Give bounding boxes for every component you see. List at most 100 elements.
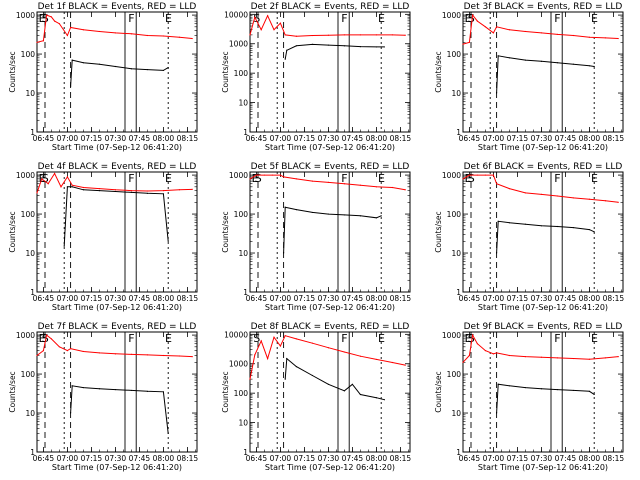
- data-point-lld: [496, 26, 498, 28]
- data-point-lld: [492, 32, 494, 34]
- x-tick-label: 07:15: [294, 454, 316, 463]
- event-marker-label: F: [554, 332, 560, 345]
- data-point-lld: [279, 345, 281, 347]
- x-tick-label: 07:45: [129, 294, 151, 303]
- data-point-lld: [82, 186, 84, 189]
- data-point-lld: [540, 193, 543, 195]
- event-marker-label: S: [255, 172, 262, 185]
- x-tick-label: 08:15: [390, 454, 412, 463]
- data-point-lld: [36, 354, 38, 357]
- data-point-events: [508, 222, 510, 224]
- data-point-lld: [375, 34, 377, 36]
- data-point-events: [540, 60, 543, 62]
- data-point-lld: [572, 197, 575, 199]
- data-point-lld: [492, 353, 494, 355]
- data-point-lld: [524, 356, 527, 358]
- x-tick-label: 07:15: [81, 294, 103, 303]
- data-point-events: [82, 386, 84, 389]
- y-tick-label: 10: [451, 409, 461, 418]
- data-point-events: [540, 225, 543, 227]
- x-tick-label: 06:45: [459, 454, 481, 463]
- event-marker-label: E: [165, 12, 172, 25]
- chart-panel-7: Det 7f BLACK = Events, RED = LLD 1 10 100 10…: [8, 322, 198, 472]
- data-point-lld: [359, 34, 361, 36]
- data-point-lld: [508, 354, 510, 357]
- series-line-events: [496, 55, 595, 94]
- y-tick-label: 100: [21, 210, 36, 219]
- data-point-events: [496, 92, 498, 94]
- data-point-lld: [82, 29, 84, 31]
- x-tick-label: 06:45: [33, 134, 55, 143]
- data-point-lld: [343, 351, 345, 353]
- y-tick-label: 1: [456, 128, 461, 137]
- data-point-lld: [472, 334, 474, 336]
- data-point-lld: [391, 361, 393, 364]
- data-point-lld: [146, 34, 148, 37]
- data-point-lld: [98, 30, 100, 33]
- x-tick-label: 08:15: [390, 134, 412, 143]
- data-point-lld: [273, 336, 275, 338]
- data-point-events: [524, 386, 527, 389]
- chart-title: Det 6f BLACK = Events, RED = LLD: [464, 162, 623, 172]
- data-point-lld: [556, 33, 559, 35]
- y-axis-label: Counts/sec: [221, 211, 230, 252]
- chart-title: Det 2f BLACK = Events, RED = LLD: [251, 2, 410, 12]
- y-tick-label: 1000: [16, 171, 35, 180]
- event-marker-label: S: [468, 172, 475, 185]
- data-point-lld: [130, 189, 132, 192]
- data-point-events: [359, 45, 361, 48]
- x-tick-label: 08:15: [603, 134, 625, 143]
- data-point-lld: [191, 37, 193, 40]
- data-point-events: [114, 388, 116, 391]
- data-point-lld: [540, 356, 543, 358]
- data-point-events: [295, 209, 297, 211]
- x-tick-label: 07:45: [555, 454, 577, 463]
- data-point-lld: [472, 14, 474, 16]
- data-point-lld: [617, 37, 619, 40]
- data-point-lld: [267, 357, 269, 360]
- series-line-events: [70, 59, 169, 87]
- data-point-lld: [50, 338, 53, 340]
- event-marker-label: E: [39, 332, 46, 345]
- x-tick-label: 07:15: [507, 294, 529, 303]
- data-point-events: [82, 62, 84, 64]
- data-point-lld: [617, 356, 619, 358]
- data-point-lld: [484, 26, 486, 28]
- data-point-events: [283, 252, 285, 254]
- y-tick-label: 100: [447, 370, 462, 379]
- x-tick-label: 08:00: [153, 454, 175, 463]
- data-point-lld: [254, 16, 256, 18]
- y-tick-label: 100: [234, 389, 249, 398]
- data-point-events: [295, 365, 297, 368]
- event-marker-label: F: [128, 332, 134, 345]
- data-point-events: [71, 59, 73, 61]
- x-tick-label: 08:00: [366, 134, 388, 143]
- data-point-lld: [327, 181, 329, 183]
- data-point-events: [572, 389, 575, 392]
- data-point-events: [71, 385, 73, 387]
- chart-panel-2: Det 2f BLACK = Events, RED = LLD 1 10 100 10…: [221, 2, 411, 152]
- data-point-lld: [54, 20, 56, 22]
- chart-title: Det 3f BLACK = Events, RED = LLD: [464, 2, 623, 12]
- data-point-lld: [284, 34, 286, 36]
- x-tick-label: 07:45: [342, 294, 364, 303]
- data-point-lld: [263, 174, 265, 176]
- y-tick-label: 10: [238, 419, 248, 428]
- y-tick-label: 1000: [16, 331, 35, 340]
- data-point-events: [98, 388, 100, 390]
- x-tick-label: 07:15: [81, 134, 103, 143]
- x-tick-label: 07:45: [129, 134, 151, 143]
- event-marker-label: E: [465, 172, 472, 185]
- data-point-events: [295, 45, 297, 47]
- y-tick-label: 10: [25, 409, 35, 418]
- chart-title: Det 1f BLACK = Events, RED = LLD: [38, 2, 197, 12]
- data-point-lld: [476, 343, 478, 345]
- x-tick-label: 07:00: [57, 294, 79, 303]
- data-point-events: [383, 46, 385, 48]
- y-axis-label: Counts/sec: [434, 371, 443, 412]
- event-marker-label: E: [591, 332, 598, 345]
- data-point-lld: [604, 37, 607, 39]
- plot-frame: [462, 11, 624, 133]
- x-tick-label: 08:00: [579, 134, 601, 143]
- data-point-lld: [617, 201, 619, 203]
